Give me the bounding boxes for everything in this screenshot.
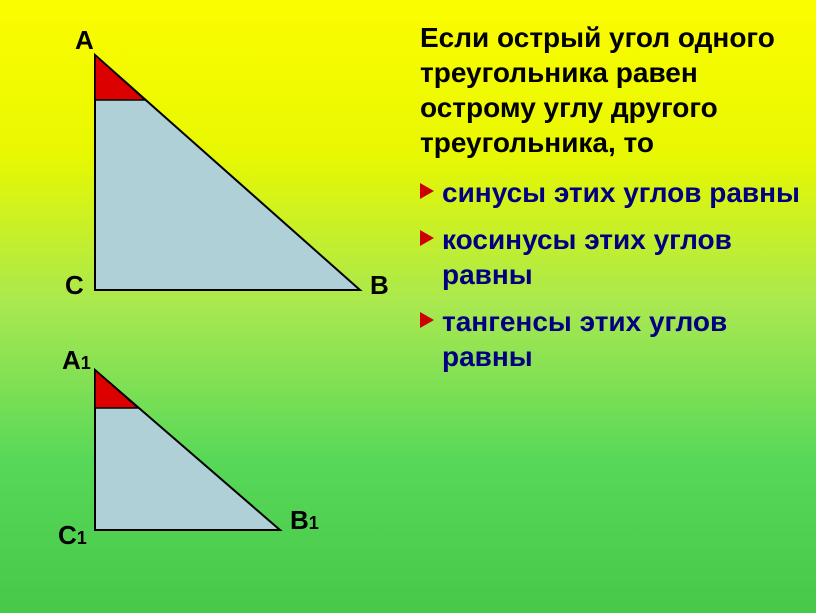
vertex-label-C1: C1 [58,520,87,551]
bullet-marker-icon [420,312,438,330]
bullet-text-3: тангенсы этих углов равны [442,304,810,374]
diagram-area: A B C A1 B1 C1 [0,0,420,613]
vertex-B1-sub: 1 [309,513,319,533]
triangle-2-angle-mark [95,370,138,408]
vertex-label-A1: A1 [62,345,91,376]
vertex-A1-text: A [62,345,81,375]
vertex-label-B: B [370,270,389,301]
vertex-label-C: C [65,270,84,301]
vertex-C1-text: C [58,520,77,550]
bullet-item-3: тангенсы этих углов равны [420,304,810,374]
bullet-item-1: синусы этих углов равны [420,175,810,210]
vertex-B-text: B [370,270,389,300]
bullet-text-1: синусы этих углов равны [442,175,800,210]
vertex-label-A: A [75,25,94,56]
vertex-label-B1: B1 [290,505,319,536]
vertex-B1-text: B [290,505,309,535]
bullet-item-2: косинусы этих углов равны [420,222,810,292]
vertex-A-text: A [75,25,94,55]
bullet-text-2: косинусы этих углов равны [442,222,810,292]
bullet-marker-icon [420,183,438,201]
bullet-marker-icon [420,230,438,248]
triangle-1-angle-mark [95,55,145,100]
main-statement: Если острый угол одного треугольника рав… [420,20,810,160]
vertex-A1-sub: 1 [81,353,91,373]
text-area: Если острый угол одного треугольника рав… [420,20,810,386]
vertex-C-text: C [65,270,84,300]
vertex-C1-sub: 1 [77,528,87,548]
